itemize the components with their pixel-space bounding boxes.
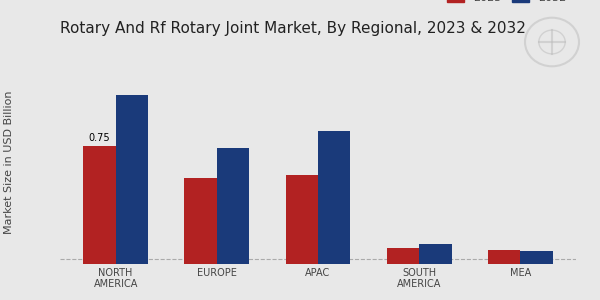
Bar: [286, 175, 318, 264]
Bar: [419, 244, 452, 264]
Text: Market Size in USD Billion: Market Size in USD Billion: [4, 90, 14, 234]
Bar: [184, 178, 217, 264]
Bar: [520, 251, 553, 264]
Bar: [387, 248, 419, 264]
Text: 0.75: 0.75: [89, 133, 110, 143]
Bar: [488, 250, 520, 264]
Legend: 2023, 2032: 2023, 2032: [443, 0, 571, 8]
Bar: [217, 148, 249, 264]
Bar: [116, 94, 148, 264]
Text: Rotary And Rf Rotary Joint Market, By Regional, 2023 & 2032: Rotary And Rf Rotary Joint Market, By Re…: [60, 21, 526, 36]
Bar: [318, 130, 350, 264]
Bar: [83, 146, 116, 264]
